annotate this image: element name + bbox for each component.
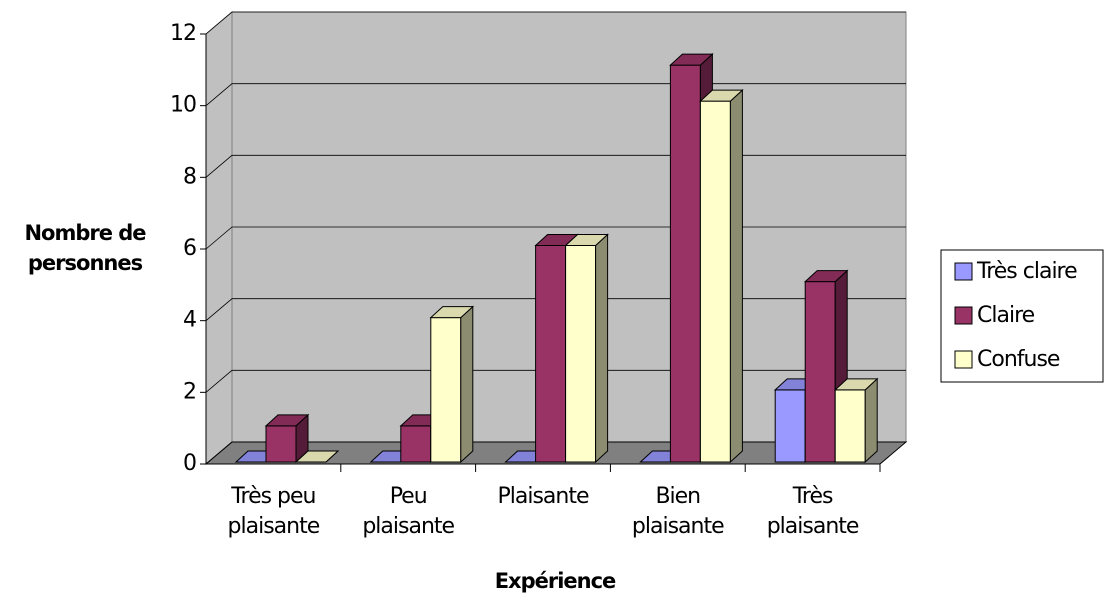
bar-front — [699, 100, 731, 463]
bar-front — [804, 281, 836, 463]
bar — [699, 89, 744, 464]
y-tick-label: 8 — [183, 164, 196, 189]
y-tick-label: 6 — [183, 236, 196, 261]
legend-label: Très claire — [976, 259, 1077, 284]
y-tick-label: 12 — [170, 21, 196, 46]
bar — [833, 377, 879, 464]
x-axis-title: Expérience — [494, 569, 617, 593]
bar-top — [429, 306, 475, 319]
bar-front — [565, 245, 597, 463]
bar-top — [699, 89, 744, 102]
bar-front — [774, 389, 806, 463]
x-tick-label: Très plaisante — [766, 484, 860, 539]
legend-swatch — [954, 306, 973, 325]
y-tick-label: 10 — [170, 93, 196, 118]
y-tick-label: 0 — [183, 451, 196, 476]
bar-front — [265, 425, 297, 463]
y-tick-label: 4 — [183, 308, 196, 333]
y-tick-label: 2 — [183, 379, 196, 404]
bar-front — [834, 389, 866, 463]
bar — [564, 233, 609, 464]
bar-side — [460, 305, 474, 464]
bar-top — [294, 450, 340, 463]
bar-front — [535, 245, 567, 463]
bar — [264, 413, 310, 464]
bar-front — [669, 64, 701, 463]
bar-top — [264, 414, 310, 427]
x-tick-label: Peu plaisante — [362, 484, 455, 539]
bar-front — [430, 317, 462, 463]
bar-side — [864, 377, 878, 464]
bar-side — [729, 89, 743, 464]
bar-top — [564, 234, 609, 246]
y-axis-title: Nombre de personnes — [24, 221, 146, 275]
legend-swatch — [954, 350, 973, 369]
bar-front — [400, 425, 432, 463]
x-tick-label: Bien plaisante — [631, 484, 725, 539]
legend-swatch — [954, 262, 973, 281]
x-tick-label: Très peu plaisante — [227, 484, 321, 539]
legend-label: Confuse — [977, 347, 1060, 372]
bar-top — [803, 270, 849, 283]
x-tick-label: Plaisante — [497, 484, 589, 509]
bar-top — [833, 378, 879, 391]
bar-side — [595, 233, 609, 464]
bar — [429, 305, 475, 464]
grid-line — [205, 11, 906, 35]
legend-label: Claire — [977, 303, 1035, 328]
bar-top — [669, 53, 714, 66]
bar — [294, 450, 340, 463]
